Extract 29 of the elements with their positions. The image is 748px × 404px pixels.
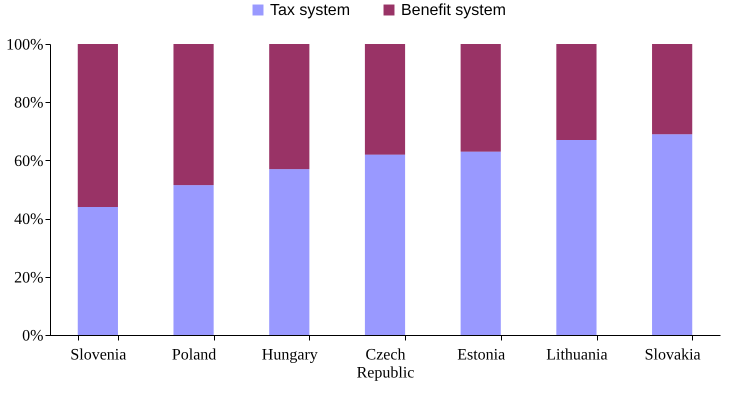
y-tick-label: 60% xyxy=(14,152,44,170)
y-tick-label: 20% xyxy=(14,269,44,286)
bar xyxy=(269,44,310,170)
bar xyxy=(460,44,501,152)
x-tick-label: Poland xyxy=(172,346,216,364)
y-tick-label: 80% xyxy=(14,94,44,112)
bar xyxy=(78,44,118,207)
bar xyxy=(269,169,310,335)
x-tick-label: Slovenia xyxy=(70,346,126,364)
bar xyxy=(460,152,501,335)
x-tick-label: Slovakia xyxy=(644,346,701,364)
x-tick-label: Estonia xyxy=(457,346,506,364)
legend-label: Tax system xyxy=(270,2,350,19)
bar xyxy=(364,154,406,335)
bar xyxy=(173,185,214,335)
bar xyxy=(556,140,597,335)
bar xyxy=(173,44,214,186)
bar xyxy=(652,134,692,335)
bar xyxy=(652,44,692,134)
y-tick-label: 100% xyxy=(6,36,44,54)
bar xyxy=(556,44,597,140)
legend-label: Benefit system xyxy=(401,2,506,19)
y-tick-label: 40% xyxy=(14,211,44,228)
x-tick-label: Hungary xyxy=(262,346,318,364)
bar xyxy=(78,206,118,335)
x-tick-label: Czech Republic xyxy=(356,346,414,382)
y-tick-label: 0% xyxy=(22,328,44,344)
x-tick-label: Lithuania xyxy=(546,346,608,364)
bar xyxy=(364,44,406,155)
